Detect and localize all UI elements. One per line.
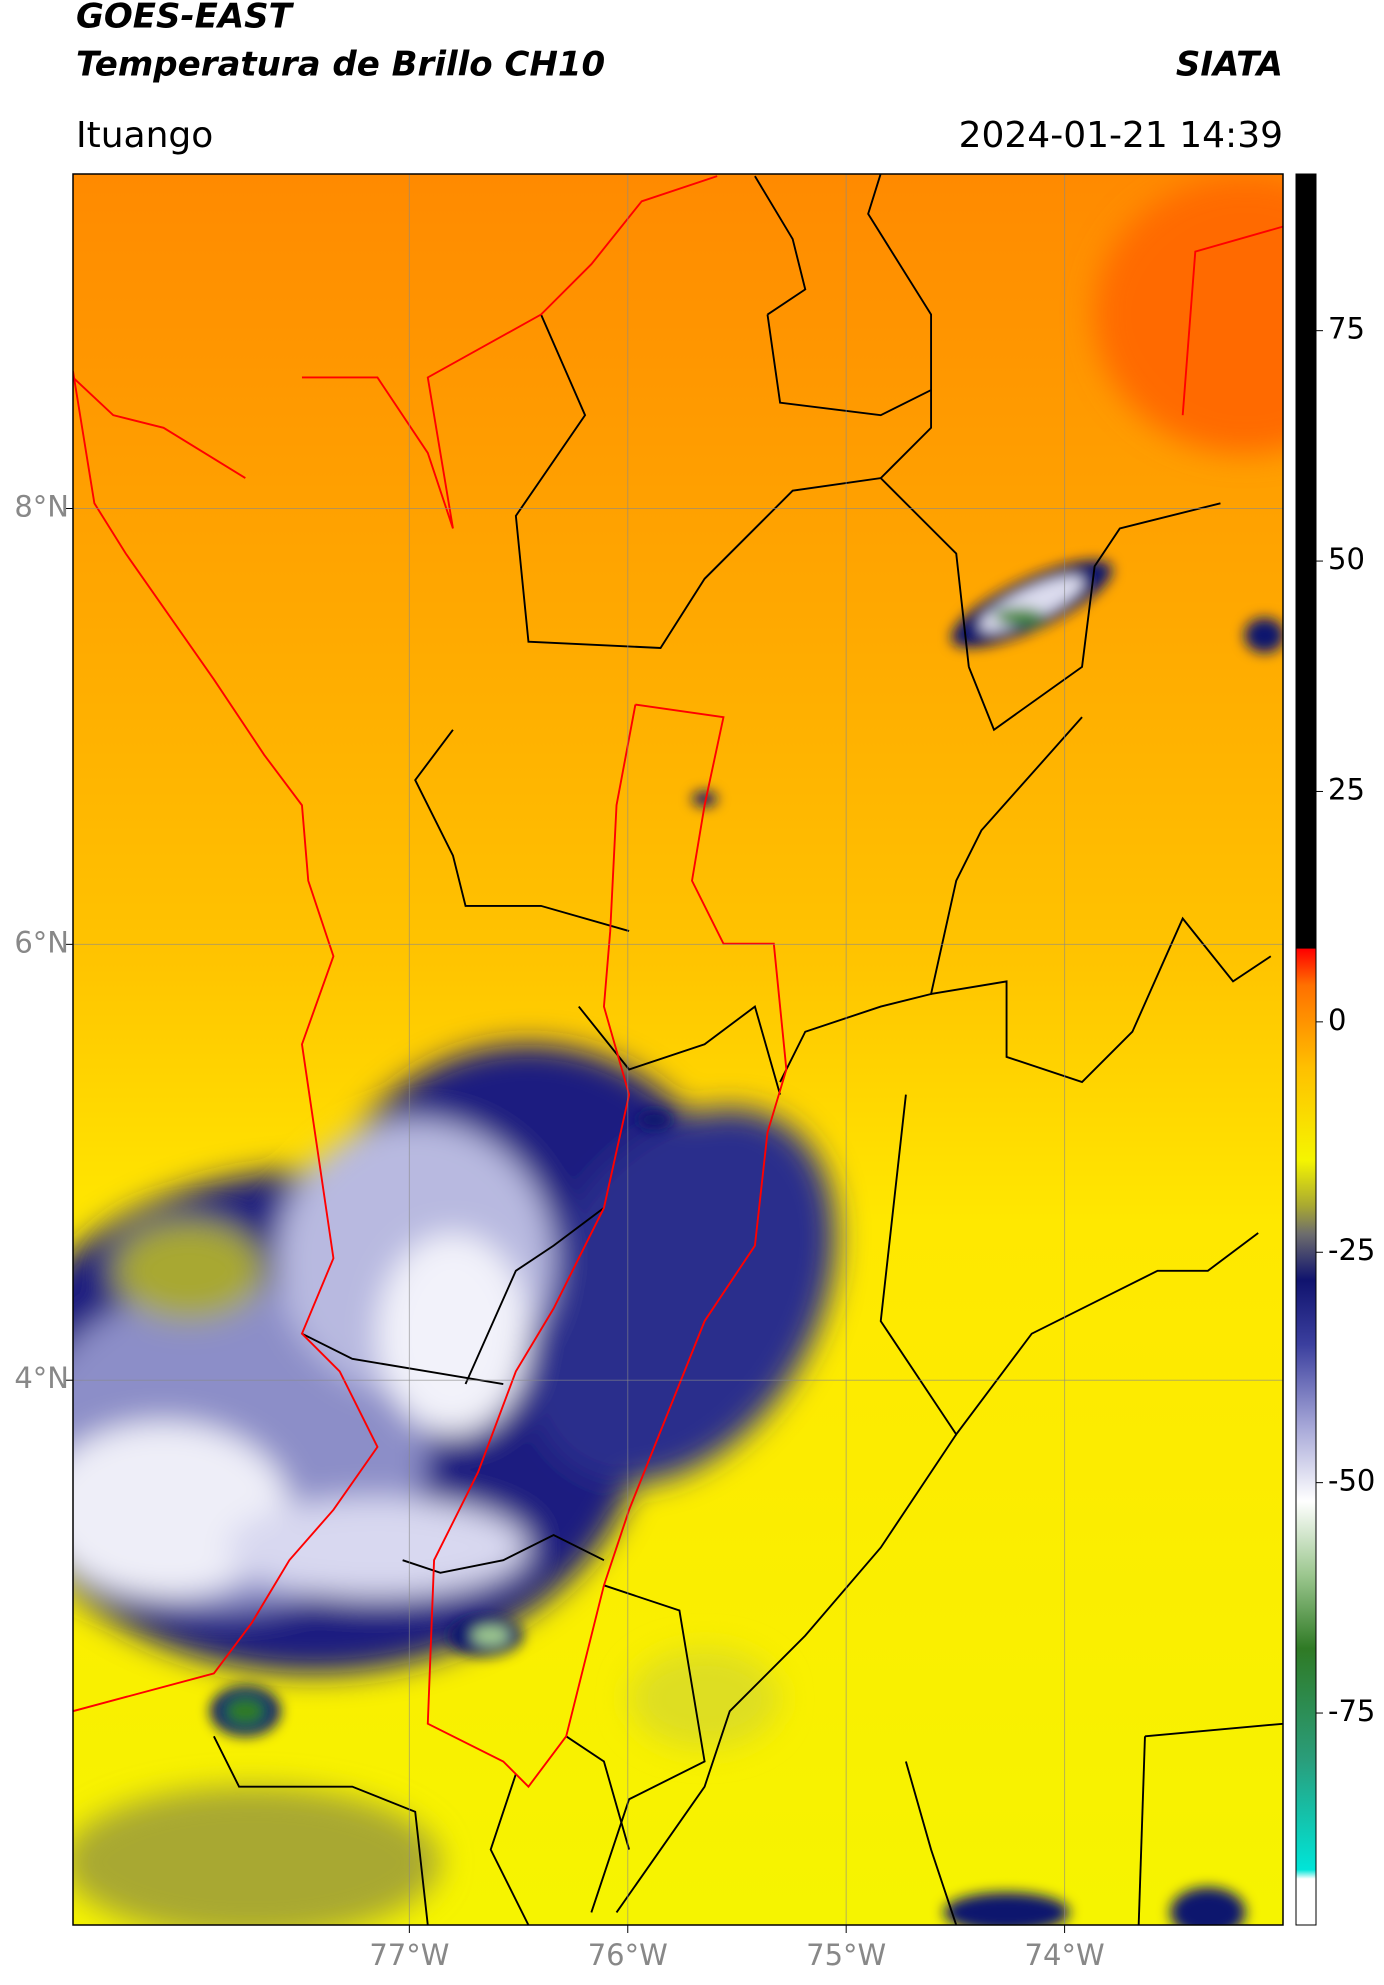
x-tick-label: 76°W — [588, 1938, 668, 1972]
map-image — [73, 174, 1283, 1925]
x-tick-label: 75°W — [806, 1938, 886, 1972]
grid: 77°W 76°W 75°W 74°W 8°N 6°N 4°N — [14, 174, 1283, 1972]
colorbar-scale — [1295, 173, 1317, 1926]
colorbar-tick-label: 75 — [1328, 312, 1365, 346]
subtitle: Temperatura de Brillo CH10 — [76, 45, 605, 85]
colorbar: 75 50 25 0 -25 -50 -75 — [1295, 173, 1375, 1926]
x-tick-label: 74°W — [1025, 1938, 1105, 1972]
y-tick-label: 8°N — [14, 490, 69, 524]
colorbar-tick-label: 0 — [1328, 1003, 1346, 1037]
colorbar-tick-label: 50 — [1328, 542, 1365, 576]
y-tick-label: 4°N — [14, 1361, 69, 1395]
datetime: 2024-01-21 14:39 — [959, 115, 1283, 156]
location: Ituango — [76, 115, 213, 156]
red-borders — [73, 175, 1283, 1789]
colorbar-tick-label: -75 — [1328, 1694, 1375, 1728]
borders — [213, 174, 1283, 1925]
colorbar-tick-label: 25 — [1328, 772, 1365, 806]
colorbar-tick-label: -50 — [1328, 1464, 1375, 1498]
colorbar-tick-label: -25 — [1328, 1233, 1375, 1267]
y-tick-label: 6°N — [14, 925, 69, 959]
map-frame — [72, 173, 1284, 1926]
agency: SIATA — [1176, 45, 1283, 85]
x-tick-label: 77°W — [369, 1938, 449, 1972]
title: GOES-EAST — [76, 0, 295, 37]
